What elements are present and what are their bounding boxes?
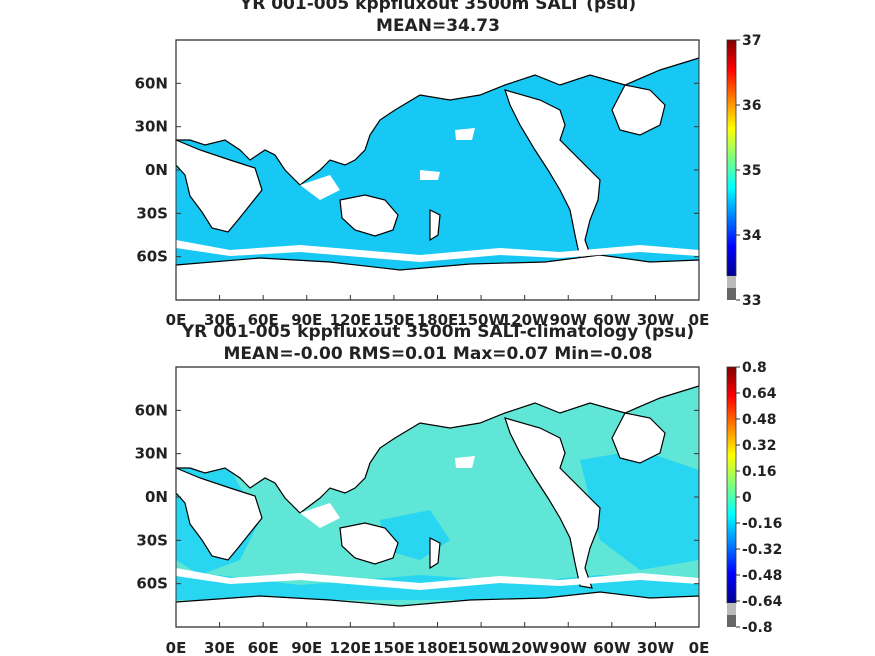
y-tick-label: 0N (145, 488, 168, 506)
panel-1-land (175, 39, 700, 301)
x-tick-label: 0E (166, 311, 187, 329)
x-tick-label: 120E (330, 639, 372, 656)
panel-1-colorbar-under (727, 276, 736, 288)
panel-2-colorbar-ticks: 0.8 0.64 0.48 0.32 0.16 0 -0.16 -0.32 -0.48 -0.64… (736, 360, 783, 636)
x-tick-label: 90E (291, 311, 322, 329)
panel-2-subtitle: MEAN=-0.00 RMS=0.01 Max=0.07 Min=-0.08 (224, 344, 653, 364)
colorbar-tick-label: 0.8 (742, 360, 767, 376)
x-tick-label: 150W (457, 311, 505, 329)
colorbar-tick-label: 0.16 (742, 464, 777, 480)
colorbar-tick-label: 0.32 (742, 438, 777, 454)
colorbar-tick-label: 0 (742, 490, 752, 506)
x-tick-label: 150E (373, 639, 415, 656)
y-tick-label: 30N (135, 118, 168, 136)
x-tick-label: 0E (689, 311, 710, 329)
x-tick-label: 30W (637, 639, 675, 656)
x-tick-label: 0E (689, 639, 710, 656)
x-tick-label: 90W (550, 639, 588, 656)
x-tick-label: 30E (204, 311, 235, 329)
x-tick-label: 60E (248, 639, 279, 656)
panel-1-colorbar-ticks: 37 36 35 34 33 (736, 33, 762, 309)
panel-1-colorbar-low (727, 288, 736, 300)
colorbar-tick-label: -0.32 (742, 542, 782, 558)
x-tick-label: 60E (248, 311, 279, 329)
panel-1-y-ticks: 60N 30N 0N 30S 60S (135, 74, 699, 266)
x-tick-label: 60W (593, 639, 631, 656)
colorbar-tick-label: 35 (742, 163, 761, 179)
x-tick-label: 30E (204, 639, 235, 656)
x-tick-label: 90W (550, 311, 588, 329)
colorbar-tick-label: 37 (742, 33, 761, 49)
x-tick-label: 90E (291, 639, 322, 656)
y-tick-label: 30N (135, 445, 168, 463)
panel-2-colorbar-low (727, 615, 736, 627)
panel-2-land (175, 366, 700, 628)
x-tick-label: 150W (457, 639, 505, 656)
y-tick-label: 30S (136, 204, 168, 222)
panel-1-shelf-gaps (176, 128, 699, 262)
x-tick-label: 0E (166, 639, 187, 656)
x-tick-label: 120W (501, 311, 549, 329)
y-tick-label: 60N (135, 401, 168, 419)
colorbar-tick-label: 34 (742, 228, 762, 244)
y-tick-label: 60S (136, 248, 168, 266)
colorbar-tick-label: -0.16 (742, 516, 782, 532)
y-tick-label: 60S (136, 575, 168, 593)
x-tick-label: 180E (417, 311, 459, 329)
y-tick-label: 30S (136, 531, 168, 549)
x-tick-label: 120E (330, 311, 372, 329)
panel-2: YR 001-005 kppfluxout 3500m SALT-climato… (135, 322, 783, 656)
x-tick-label: 150E (373, 311, 415, 329)
colorbar-tick-label: 0.64 (742, 386, 777, 402)
panel-2-shelf-gaps (176, 456, 699, 590)
y-tick-label: 0N (145, 161, 168, 179)
x-tick-label: 60W (593, 311, 631, 329)
colorbar-tick-label: 0.48 (742, 412, 777, 428)
panel-2-colorbar-under (727, 603, 736, 615)
x-tick-label: 180E (417, 639, 459, 656)
panel-2-title: YR 001-005 kppfluxout 3500m SALT-climato… (181, 322, 694, 342)
colorbar-tick-label: -0.64 (742, 594, 783, 610)
panel-1: YR 001-005 kppfluxout 3500m SALT (psu) M… (135, 0, 762, 329)
colorbar-tick-label: -0.48 (742, 568, 782, 584)
y-tick-label: 60N (135, 74, 168, 92)
panel-1-subtitle: MEAN=34.73 (376, 16, 500, 36)
colorbar-tick-label: -0.8 (742, 620, 773, 636)
colorbar-tick-label: 36 (742, 98, 761, 114)
x-tick-label: 30W (637, 311, 675, 329)
colorbar-tick-label: 33 (742, 293, 761, 309)
x-tick-label: 120W (501, 639, 549, 656)
panel-2-colorbar (726, 366, 737, 604)
panel-2-y-ticks: 60N 30N 0N 30S 60S (135, 401, 699, 593)
panel-1-title: YR 001-005 kppfluxout 3500m SALT (psu) (239, 0, 636, 14)
panel-1-colorbar (726, 39, 737, 277)
